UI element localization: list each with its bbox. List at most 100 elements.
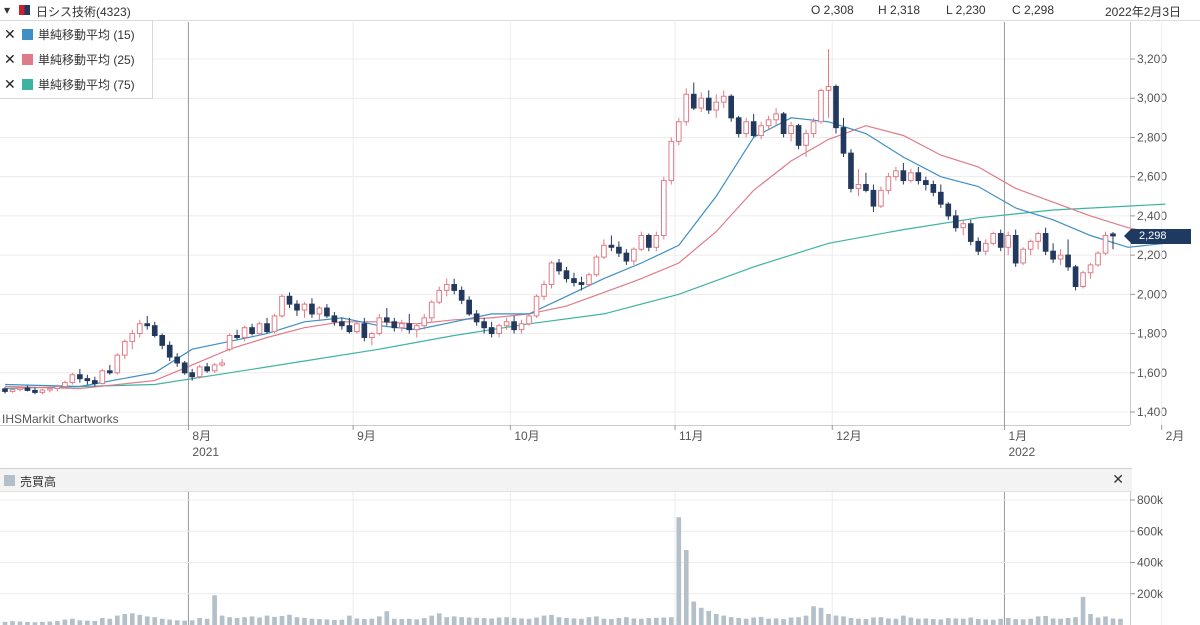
candle-body	[713, 101, 720, 111]
candle-body	[795, 125, 802, 146]
ma15-swatch	[22, 28, 33, 40]
volume-bar	[144, 616, 150, 625]
volume-bar	[317, 619, 322, 625]
candle-body	[481, 321, 487, 329]
candle-body	[923, 180, 929, 186]
candle-body	[136, 323, 143, 335]
candle-body	[982, 242, 989, 252]
candle-body	[870, 189, 877, 207]
volume-bar	[706, 610, 712, 625]
volume-bar	[945, 618, 951, 625]
candle-body	[683, 93, 690, 123]
volume-bar	[863, 619, 869, 625]
volume-bar	[541, 615, 547, 625]
candle-body	[77, 374, 83, 380]
price-tick-label: 2,200	[1137, 248, 1167, 262]
candle-body	[488, 327, 495, 335]
candle-body	[428, 301, 435, 319]
legend-item-ma25: ✕ 単純移動平均 (25)	[4, 49, 135, 69]
volume-bar	[174, 620, 180, 625]
candle-body	[586, 274, 592, 286]
volume-bar	[159, 618, 165, 625]
volume-bar	[1065, 617, 1071, 625]
close-value: C 2,298	[1012, 3, 1055, 17]
candle-body	[735, 117, 742, 135]
volume-bar	[1118, 618, 1123, 625]
candle-body	[765, 119, 772, 127]
volume-bar	[414, 619, 420, 625]
volume-bar	[32, 622, 38, 625]
candle-body	[878, 189, 884, 207]
candle-body	[24, 387, 31, 391]
volume-bar	[916, 618, 921, 625]
price-tick-label: 2,800	[1137, 130, 1167, 144]
candle-body	[271, 315, 278, 333]
candle-body	[301, 303, 308, 311]
collapse-icon[interactable]: ▾	[4, 3, 11, 17]
volume-bar	[639, 618, 644, 625]
volume-bar	[826, 614, 831, 625]
volume-bar	[219, 615, 225, 625]
volume-bar	[534, 617, 539, 625]
remove-ma15-icon[interactable]: ✕	[4, 25, 16, 42]
candle-body	[121, 340, 128, 356]
volume-tick-label: 800k	[1137, 493, 1164, 507]
candle-body	[99, 370, 106, 385]
volume-bar	[601, 618, 607, 625]
volume-bar	[47, 621, 53, 625]
candle-body	[346, 325, 353, 333]
volume-bar	[249, 616, 255, 625]
indicator-legend: ✕ 単純移動平均 (15) ✕ 単純移動平均 (25) ✕ 単純移動平均 (75…	[0, 20, 153, 99]
volume-bar	[481, 618, 487, 625]
volume-bar	[1050, 618, 1056, 625]
volume-bar	[100, 617, 105, 625]
volume-bar	[766, 618, 771, 625]
volume-bar	[496, 617, 502, 625]
volume-bar	[70, 618, 75, 625]
candle-body	[421, 317, 428, 327]
volume-bar	[152, 617, 158, 625]
volume-bar	[189, 620, 195, 625]
candle-body	[1035, 233, 1041, 242]
volume-bar	[362, 619, 367, 625]
candle-body	[249, 327, 255, 335]
candle-body	[54, 386, 61, 389]
volume-bar	[931, 619, 936, 625]
remove-ma75-icon[interactable]: ✕	[4, 75, 16, 92]
volume-bar	[302, 617, 307, 625]
candle-body	[900, 170, 907, 182]
volume-bar	[1110, 618, 1116, 625]
candle-body	[166, 344, 173, 358]
candle-body	[211, 364, 218, 372]
ma75-swatch	[22, 78, 33, 90]
month-label: 2月	[1166, 429, 1185, 443]
close-volume-icon[interactable]: ✕	[1112, 471, 1124, 487]
volume-bar	[122, 614, 128, 625]
volume-bar	[1103, 616, 1108, 625]
volume-bar	[616, 617, 622, 625]
volume-bar	[1013, 619, 1018, 625]
candle-body	[646, 235, 652, 248]
volume-bar	[1073, 617, 1078, 625]
candle-body	[443, 284, 450, 291]
candle-body	[578, 282, 585, 286]
candle-body	[369, 333, 375, 338]
volume-bar	[167, 619, 173, 625]
candle-body	[458, 289, 465, 301]
volume-bar	[234, 617, 240, 625]
candle-body	[750, 121, 757, 136]
volume-bar	[384, 611, 390, 625]
volume-bar	[279, 615, 285, 625]
candle-body	[631, 248, 637, 262]
remove-ma25-icon[interactable]: ✕	[4, 50, 16, 67]
volume-bar	[841, 616, 846, 625]
volume-bar	[818, 607, 824, 625]
candle-body	[885, 176, 892, 191]
candle-body	[9, 389, 16, 392]
candle-body	[413, 325, 420, 331]
candle-body	[151, 325, 158, 337]
candle-body	[945, 203, 952, 217]
candle-body	[660, 180, 667, 236]
candle-body	[833, 85, 839, 129]
